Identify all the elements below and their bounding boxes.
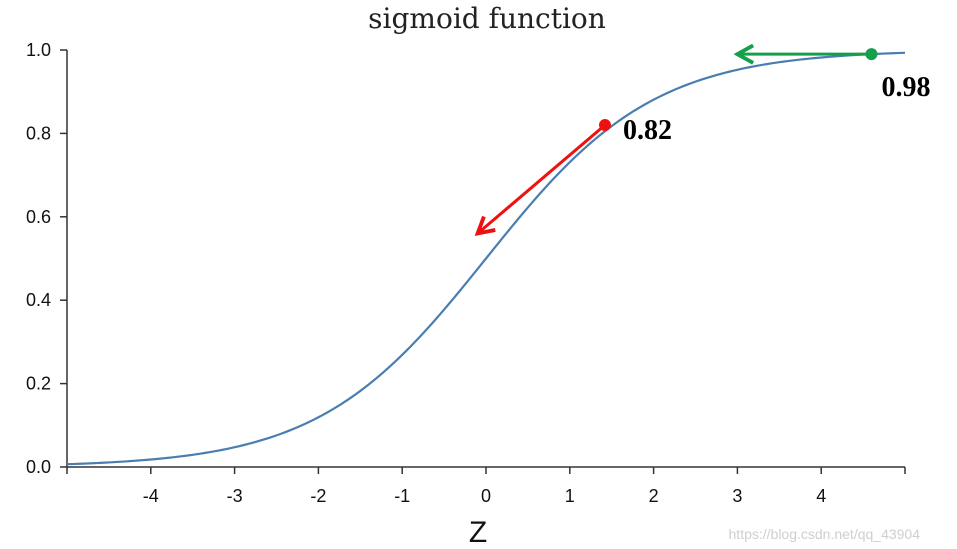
x-tick-label: 3 <box>732 486 742 506</box>
x-tick-label: 4 <box>816 486 826 506</box>
red-gradient-arrow <box>478 123 606 233</box>
ticks: 0.0 0.2 0.4 0.6 0.8 1.0 -4 -3 -2 -1 0 1 2 3 4 <box>26 40 906 506</box>
y-tick-label: 0.2 <box>26 374 51 394</box>
x-tick-label: -3 <box>227 486 243 506</box>
x-axis-label: Z <box>469 516 487 549</box>
watermark: https://blog.csdn.net/qq_43904 <box>729 526 921 542</box>
x-tick-label: 1 <box>565 486 575 506</box>
y-tick-label: 0.4 <box>26 290 51 310</box>
x-tick-label: -2 <box>310 486 326 506</box>
y-tick-label: 0.8 <box>26 123 51 143</box>
red-point-label: 0.82 <box>623 115 672 146</box>
y-tick-label: 1.0 <box>26 40 51 60</box>
annotations-layer: 0.82 0.98 <box>478 48 930 233</box>
y-tick-label: 0.6 <box>26 207 51 227</box>
sigmoid-curve <box>66 51 906 466</box>
x-tick-label: -4 <box>143 486 159 506</box>
red-point <box>598 119 611 132</box>
series-layer <box>66 51 906 466</box>
green-point-label: 0.98 <box>881 72 930 103</box>
y-tick-label: 0.0 <box>26 457 51 477</box>
x-tick-label: -1 <box>394 486 410 506</box>
x-tick-label: 2 <box>649 486 659 506</box>
chart-title: sigmoid function <box>368 2 606 35</box>
green-point <box>865 48 878 61</box>
x-tick-label: 0 <box>481 486 491 506</box>
